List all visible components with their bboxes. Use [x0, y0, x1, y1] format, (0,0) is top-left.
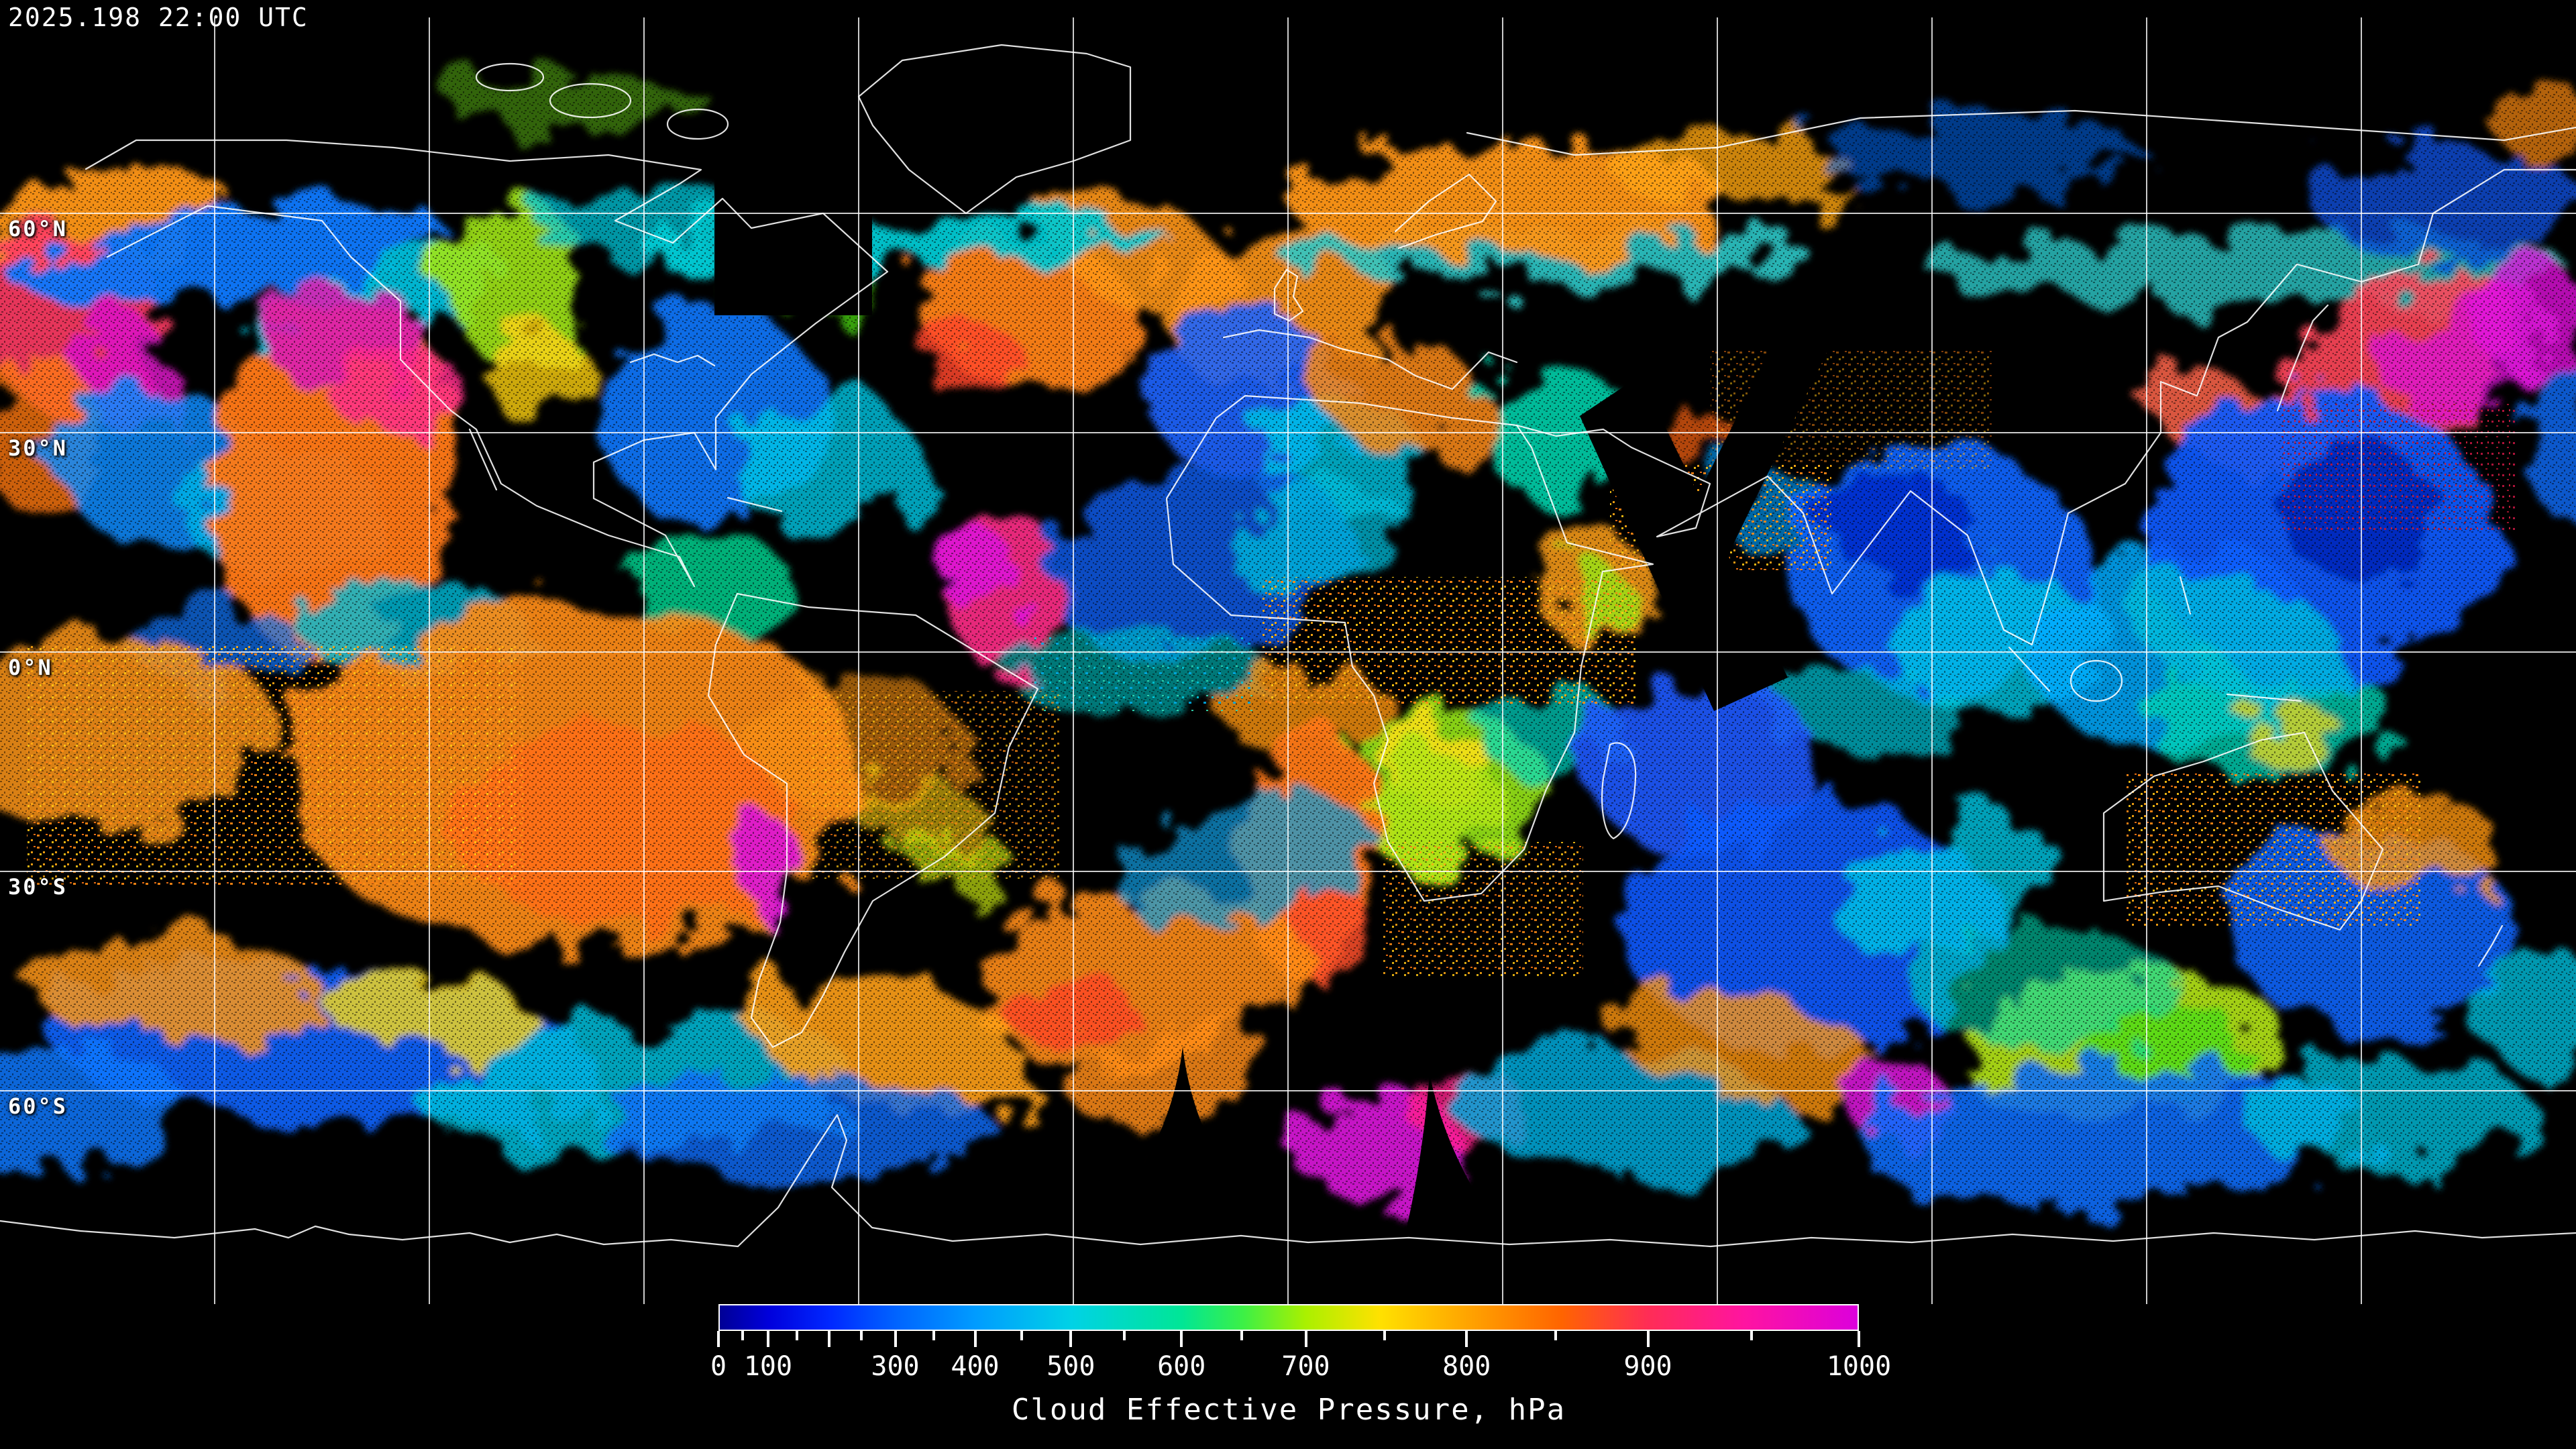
latitude-label: 0°N [8, 655, 53, 680]
graticule [0, 17, 2576, 1304]
colorbar-tick-label: 400 [951, 1351, 1000, 1382]
colorbar-tick-label: 0 [710, 1351, 727, 1382]
colorbar-tick [717, 1331, 720, 1347]
no-data-mask [0, 144, 2576, 1449]
coastlines [0, 44, 2576, 1248]
colorbar-tick [1240, 1331, 1244, 1340]
colorbar-tick-label: 700 [1281, 1351, 1330, 1382]
latitude-label: 60°N [8, 216, 68, 241]
colorbar-tick [1554, 1331, 1557, 1340]
colorbar-tick [827, 1331, 830, 1347]
colorbar-tick [1180, 1331, 1183, 1347]
colorbar-tick [1383, 1331, 1386, 1340]
latitude-label: 60°S [8, 1093, 68, 1119]
colorbar-gradient [718, 1304, 1859, 1331]
colorbar-tick-label: 300 [871, 1351, 920, 1382]
colorbar-tick [894, 1331, 897, 1347]
latitude-label: 30°S [8, 874, 68, 900]
colorbar-tick [1020, 1331, 1024, 1340]
colorbar-tick [1465, 1331, 1468, 1347]
colorbar-tick [1069, 1331, 1073, 1347]
colorbar-tick [741, 1331, 744, 1340]
latitude-label: 30°N [8, 435, 68, 461]
colorbar-tick [796, 1331, 799, 1340]
colorbar-tick [1858, 1331, 1860, 1347]
colorbar-tick [932, 1331, 936, 1340]
colorbar-tick [1123, 1331, 1126, 1340]
colorbar-tick [1646, 1331, 1650, 1347]
colorbar-tick-label: 1000 [1826, 1351, 1892, 1382]
colorbar-title: Cloud Effective Pressure, hPa [1011, 1393, 1566, 1427]
colorbar-tick-label: 600 [1157, 1351, 1206, 1382]
colorbar-tick [973, 1331, 977, 1347]
colorbar-tick-label: 900 [1623, 1351, 1672, 1382]
colorbar-tick [859, 1331, 863, 1340]
colorbar-tick [766, 1331, 769, 1347]
colorbar-tick [1750, 1331, 1754, 1340]
colorbar-tick [1304, 1331, 1307, 1347]
colorbar-tick-label: 500 [1046, 1351, 1095, 1382]
colorbar-tick-label: 800 [1442, 1351, 1491, 1382]
colorbar-tick-label: 100 [743, 1351, 793, 1382]
timestamp: 2025.198 22:00 UTC [8, 3, 309, 32]
